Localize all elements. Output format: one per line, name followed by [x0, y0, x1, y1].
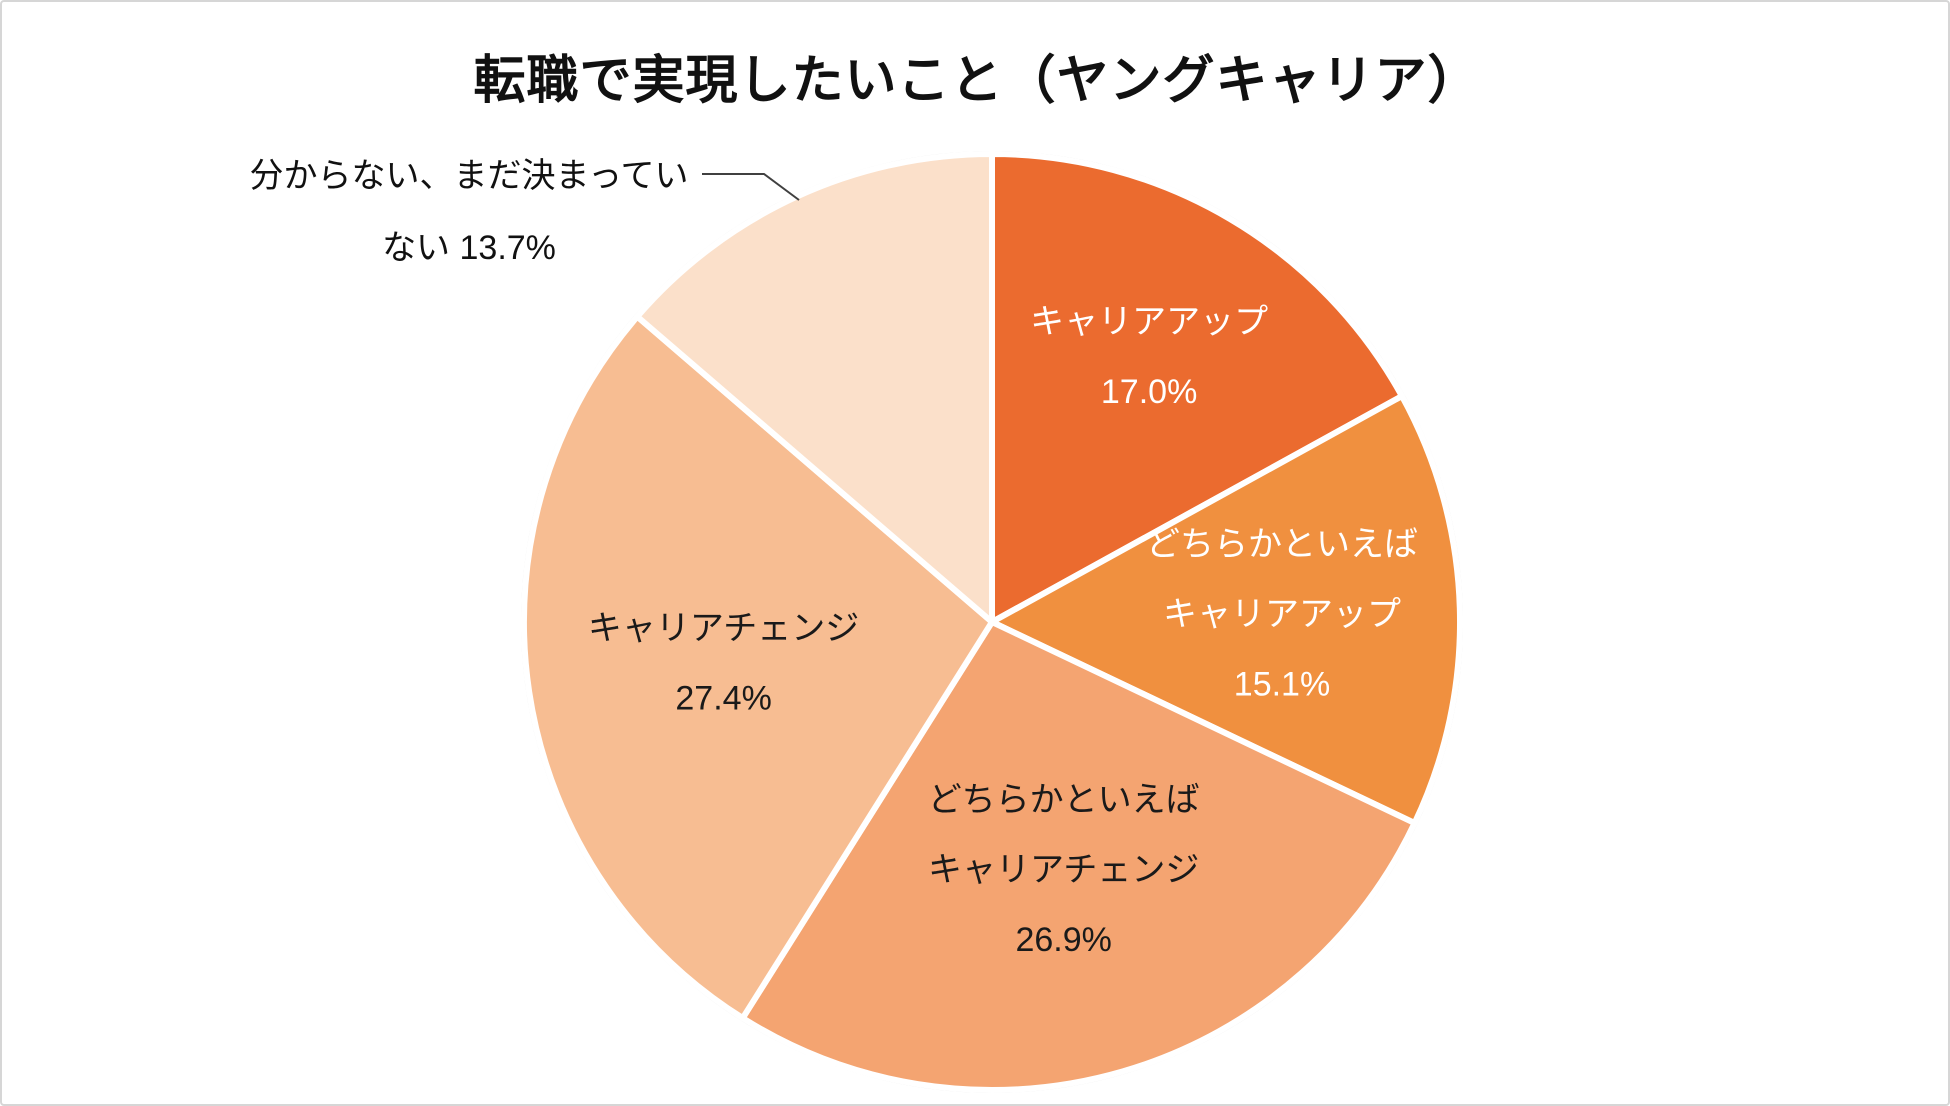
pie-slice-label-3: どちらかといえばキャリアチェンジ 26.9% [928, 781, 1200, 959]
pie-slice-label-1: キャリアアップ 17.0% [1030, 303, 1268, 411]
label-leader-line [702, 173, 800, 201]
pie-slice-4 [520, 313, 995, 1022]
pie-slice-outside-label: 分からない、まだ決まってい ない 13.7% [219, 140, 719, 284]
pie-slice-2 [989, 393, 1463, 827]
chart-title: 転職で実現したいこと（ヤングキャリア） [473, 52, 1481, 110]
pie-slice-label-2: どちらかといえばキャリアアップ 15.1% [1146, 525, 1418, 703]
pie-slice-3 [739, 619, 1418, 1093]
outside-label-line-2: ない 13.7% [382, 229, 556, 267]
outside-label-line-1: 分からない、まだ決まってい [249, 157, 689, 195]
pie-slice-1 [989, 151, 1405, 625]
pie-slice-5 [634, 151, 995, 625]
pie-slice-label-4: キャリアチェンジ 27.4% [588, 609, 859, 717]
